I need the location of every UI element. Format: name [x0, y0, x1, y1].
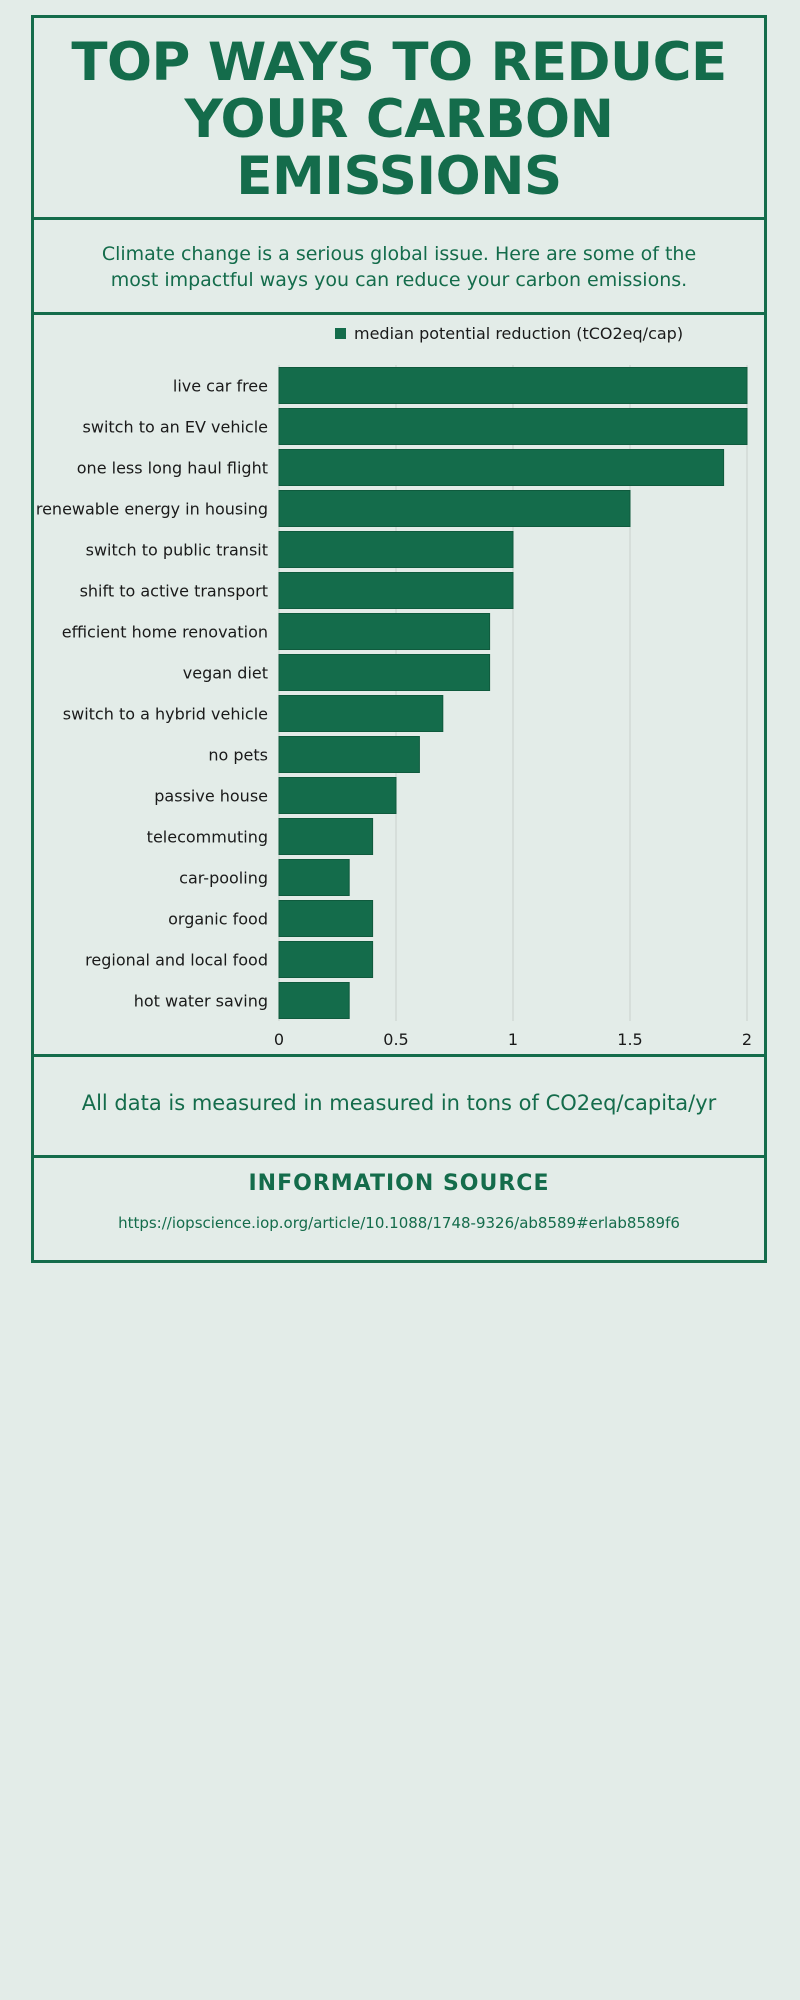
chart-panel: median potential reduction (tCO2eq/cap) 0…: [31, 312, 767, 1057]
page-title: TOP WAYS TO REDUCE YOUR CARBON EMISSIONS: [71, 32, 727, 207]
bar[interactable]: [278, 982, 350, 1019]
category-label: shift to active transport: [80, 582, 268, 601]
legend-label: median potential reduction (tCO2eq/cap): [354, 324, 683, 343]
title-panel: TOP WAYS TO REDUCE YOUR CARBON EMISSIONS: [31, 15, 767, 220]
source-heading: INFORMATION SOURCE: [248, 1171, 550, 1196]
x-tick-label: 0: [274, 1030, 284, 1049]
bar[interactable]: [278, 900, 374, 937]
category-label: vegan diet: [183, 664, 268, 683]
bar[interactable]: [278, 531, 514, 568]
bar[interactable]: [278, 613, 491, 650]
category-label: hot water saving: [134, 992, 268, 1011]
note-panel: All data is measured in measured in tons…: [31, 1054, 767, 1158]
category-label: switch to public transit: [86, 541, 268, 560]
category-label: one less long haul flight: [77, 459, 268, 478]
category-label: efficient home renovation: [62, 623, 268, 642]
bar[interactable]: [278, 941, 374, 978]
bar[interactable]: [278, 777, 397, 814]
bar[interactable]: [278, 408, 748, 445]
bar[interactable]: [278, 572, 514, 609]
units-note: All data is measured in measured in tons…: [81, 1091, 717, 1115]
category-label: car-pooling: [179, 869, 268, 888]
bar[interactable]: [278, 736, 420, 773]
legend-swatch: [335, 328, 346, 339]
bar[interactable]: [278, 695, 444, 732]
category-label: switch to an EV vehicle: [83, 418, 268, 437]
category-label: renewable energy in housing: [36, 500, 268, 519]
x-tick-label: 0.5: [383, 1030, 408, 1049]
source-panel: INFORMATION SOURCE https://iopscience.io…: [31, 1155, 767, 1263]
intro-text: Climate change is a serious global issue…: [101, 243, 697, 291]
source-link[interactable]: https://iopscience.iop.org/article/10.10…: [118, 1214, 680, 1232]
bar-chart: median potential reduction (tCO2eq/cap) 0…: [36, 324, 752, 1049]
category-label: no pets: [208, 746, 268, 765]
category-label: telecommuting: [147, 828, 268, 847]
category-label: regional and local food: [85, 951, 268, 970]
category-label: passive house: [154, 787, 268, 806]
category-label: live car free: [173, 377, 268, 396]
bar[interactable]: [278, 818, 374, 855]
bar[interactable]: [278, 449, 725, 486]
x-tick-label: 1: [508, 1030, 518, 1049]
bar[interactable]: [278, 490, 631, 527]
x-tick-label: 2: [742, 1030, 752, 1049]
category-label: switch to a hybrid vehicle: [63, 705, 268, 724]
x-tick-label: 1.5: [617, 1030, 642, 1049]
intro-panel: Climate change is a serious global issue…: [31, 217, 767, 315]
bar[interactable]: [278, 654, 491, 691]
category-label: organic food: [168, 910, 268, 929]
bar[interactable]: [278, 367, 748, 404]
bar[interactable]: [278, 859, 350, 896]
